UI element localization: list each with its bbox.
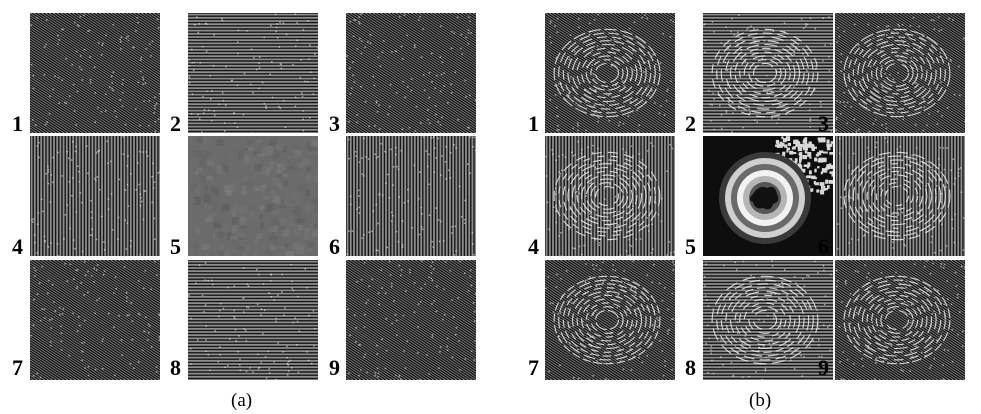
fringe-image-b6 <box>835 136 965 256</box>
fringe-image-a4 <box>30 136 160 256</box>
fringe-image-a6 <box>346 136 476 256</box>
fringe-image-a3 <box>346 13 476 133</box>
tile-number-a4: 4 <box>12 234 23 259</box>
fringe-texture <box>703 260 833 380</box>
tile-number-b2: 2 <box>685 111 696 136</box>
tile-number-a9: 9 <box>329 355 340 380</box>
fringe-image-b1 <box>545 13 675 133</box>
tile-number-b1: 1 <box>528 111 539 136</box>
fringe-texture <box>188 13 318 133</box>
fringe-texture <box>703 136 833 256</box>
fringe-image-b3 <box>835 13 965 133</box>
fringe-texture <box>835 136 965 256</box>
panel-caption-b: (b) <box>749 390 772 411</box>
fringe-texture <box>703 13 833 133</box>
fringe-image-a8 <box>188 260 318 380</box>
fringe-image-b8 <box>703 260 833 380</box>
tile-number-a3: 3 <box>329 111 340 136</box>
fringe-image-b7 <box>545 260 675 380</box>
panel-b: 1 2 3 4 5 6 7 8 9 (b) <box>505 0 981 414</box>
fringe-texture <box>346 260 476 380</box>
tile-number-a2: 2 <box>170 111 181 136</box>
fringe-texture <box>835 260 965 380</box>
fringe-texture <box>346 136 476 256</box>
tile-number-b6: 6 <box>818 234 829 259</box>
tile-number-a8: 8 <box>170 355 181 380</box>
fringe-texture <box>30 13 160 133</box>
fringe-texture <box>346 13 476 133</box>
fringe-texture <box>30 260 160 380</box>
tile-number-b7: 7 <box>528 355 539 380</box>
fringe-image-b5 <box>703 136 833 256</box>
fringe-image-a9 <box>346 260 476 380</box>
fringe-texture <box>188 136 318 256</box>
fringe-image-b9 <box>835 260 965 380</box>
tile-number-b8: 8 <box>685 355 696 380</box>
panel-a: 1 2 3 4 5 6 7 8 9 (a) <box>12 13 476 411</box>
fringe-texture <box>545 136 675 256</box>
fringe-texture <box>545 260 675 380</box>
tile-number-a6: 6 <box>329 234 340 259</box>
fringe-image-b2 <box>703 13 833 133</box>
tile-number-a5: 5 <box>170 234 181 259</box>
tile-number-b3: 3 <box>818 111 829 136</box>
fringe-texture <box>30 136 160 256</box>
fringe-texture <box>835 13 965 133</box>
tile-number-b5: 5 <box>685 234 696 259</box>
fringe-image-a2 <box>188 13 318 133</box>
fringe-image-a7 <box>30 260 160 380</box>
fringe-image-b4 <box>545 136 675 256</box>
tile-number-a1: 1 <box>12 111 23 136</box>
fringe-texture <box>545 13 675 133</box>
tile-number-b9: 9 <box>818 355 829 380</box>
tile-number-b4: 4 <box>528 234 539 259</box>
fringe-image-a5 <box>188 136 318 256</box>
fringe-image-a1 <box>30 13 160 133</box>
tile-number-a7: 7 <box>12 355 23 380</box>
panel-caption-a: (a) <box>231 390 253 411</box>
fringe-texture <box>188 260 318 380</box>
